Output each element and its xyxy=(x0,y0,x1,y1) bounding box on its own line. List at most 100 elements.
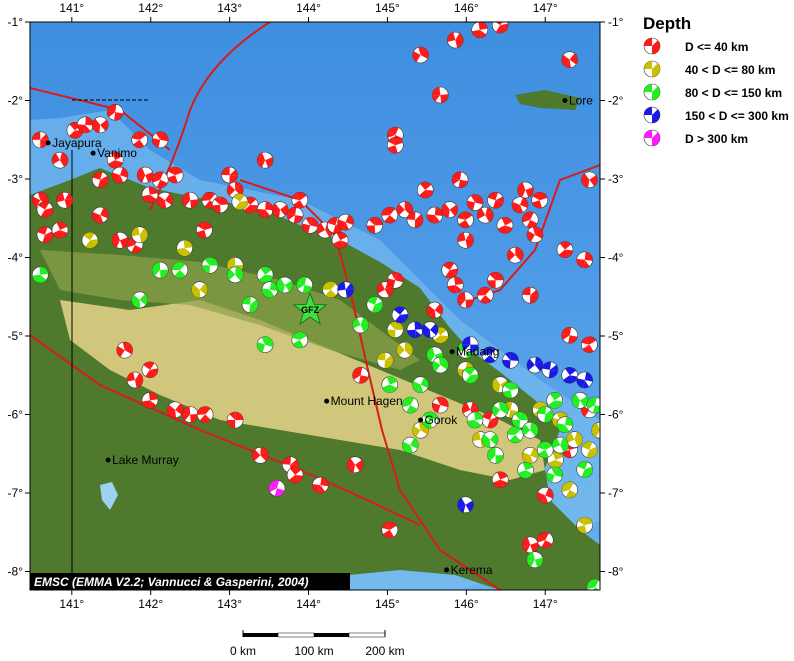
earthquake-beachball xyxy=(576,371,593,389)
earthquake-beachball xyxy=(487,271,504,289)
earthquake-beachball xyxy=(196,406,214,423)
earthquake-beachball xyxy=(457,211,474,229)
lon-tick-label: 144° xyxy=(296,597,321,611)
earthquake-beachball xyxy=(566,431,583,448)
earthquake-beachball xyxy=(547,451,564,469)
city-marker xyxy=(45,140,51,146)
legend-beachball-icon xyxy=(643,83,661,101)
earthquake-beachball xyxy=(561,51,578,68)
earthquake-beachball xyxy=(181,191,199,209)
lake-murray xyxy=(100,482,118,510)
earthquake-beachball xyxy=(457,231,474,249)
axis-ticks: 141° 141° 142° 142° 143° 143° 144° 144° 145° 145°… xyxy=(8,1,624,611)
earthquake-beachball xyxy=(406,211,424,229)
earthquake-beachball xyxy=(366,296,384,313)
earthquake-beachball xyxy=(556,416,574,434)
lat-tick-label: -1° xyxy=(8,15,24,29)
earthquake-beachball xyxy=(111,166,129,184)
earthquake-beachball xyxy=(51,151,69,169)
earthquake-beachball xyxy=(521,447,539,464)
earthquake-beachball xyxy=(391,306,409,324)
city-marker xyxy=(105,457,111,463)
earthquake-beachball xyxy=(546,466,563,484)
earthquake-beachball xyxy=(337,281,354,298)
earthquake-beachball xyxy=(561,481,578,499)
earthquake-beachball xyxy=(381,376,399,393)
city-label: Lake Murray xyxy=(112,453,179,467)
lon-tick-label: 143° xyxy=(217,597,242,611)
foothills xyxy=(40,250,420,370)
lat-tick-label: -7° xyxy=(608,486,624,500)
earthquake-beachball xyxy=(36,226,54,244)
earthquake-beachball xyxy=(131,131,148,149)
earthquake-events xyxy=(31,22,600,590)
lat-tick-label: -4° xyxy=(8,251,24,265)
earthquake-beachball xyxy=(561,366,578,384)
earthquake-beachball xyxy=(331,231,349,249)
earthquake-beachball xyxy=(256,336,274,353)
legend-item-label: 80 < D <= 150 km xyxy=(685,86,782,100)
earthquake-beachball xyxy=(171,261,189,279)
earthquake-beachball xyxy=(381,521,399,539)
earthquake-beachball xyxy=(511,196,529,214)
earthquake-beachball xyxy=(406,321,424,339)
legend-beachball-icon xyxy=(643,37,661,55)
city-marker xyxy=(444,567,450,573)
earthquake-beachball xyxy=(286,466,304,484)
credit-text: EMSC (EMMA V2.2; Vannucci & Gasperini, 2… xyxy=(34,575,309,589)
earthquake-beachball xyxy=(471,22,489,39)
earthquake-beachball xyxy=(521,211,539,229)
earthquake-beachball xyxy=(226,411,244,429)
lat-tick-label: -6° xyxy=(8,408,24,422)
lon-tick-label: 141° xyxy=(59,1,84,15)
earthquake-beachball xyxy=(166,401,184,419)
star-label: GFZ xyxy=(301,305,319,315)
earthquake-beachball xyxy=(337,213,354,231)
earthquake-beachball xyxy=(301,217,319,234)
earthquake-beachball xyxy=(521,421,539,439)
earthquake-beachball xyxy=(346,456,364,474)
earthquake-beachball xyxy=(286,206,304,224)
earthquake-beachball xyxy=(431,396,449,414)
lon-tick-label: 147° xyxy=(533,597,558,611)
earthquake-beachball xyxy=(576,251,593,269)
earthquake-beachball xyxy=(261,281,279,298)
legend-item-label: D <= 40 km xyxy=(685,40,748,54)
earthquake-beachball xyxy=(491,471,509,488)
lat-tick-label: -5° xyxy=(608,329,624,343)
earthquake-beachball xyxy=(191,281,208,298)
lon-tick-label: 145° xyxy=(375,1,400,15)
earthquake-beachball xyxy=(546,392,563,409)
lat-tick-label: -5° xyxy=(8,329,24,343)
earthquake-beachball xyxy=(502,352,519,369)
earthquake-beachball xyxy=(481,346,499,364)
earthquake-beachball xyxy=(441,261,459,279)
earthquake-beachball xyxy=(476,286,494,304)
earthquake-beachball xyxy=(352,316,369,334)
earthquake-beachball xyxy=(476,206,494,224)
earthquake-beachball xyxy=(457,291,474,309)
earthquake-beachball xyxy=(376,281,394,298)
earthquake-beachball xyxy=(416,181,434,199)
credit-bg xyxy=(30,573,350,590)
earthquake-beachball xyxy=(268,479,286,497)
lon-tick-label: 142° xyxy=(138,1,163,15)
earthquake-beachball xyxy=(451,171,469,189)
scale-bar: 0 km 100 km 200 km xyxy=(230,630,405,658)
earthquake-beachball xyxy=(491,401,509,419)
earthquake-beachball xyxy=(526,226,544,244)
earthquake-beachball xyxy=(401,436,419,454)
earthquake-beachball xyxy=(526,551,544,569)
lon-tick-label: 145° xyxy=(375,597,400,611)
earthquake-beachball xyxy=(31,131,49,149)
earthquake-beachball xyxy=(151,171,169,189)
earthquake-beachball xyxy=(487,191,504,209)
earthquake-beachball xyxy=(412,46,429,64)
earthquake-beachball xyxy=(252,447,269,464)
earthquake-beachball xyxy=(111,231,129,249)
earthquake-beachball xyxy=(421,321,439,339)
earthquake-beachball xyxy=(291,191,309,209)
earthquake-beachball xyxy=(526,356,544,374)
earthquake-beachball xyxy=(322,281,339,298)
